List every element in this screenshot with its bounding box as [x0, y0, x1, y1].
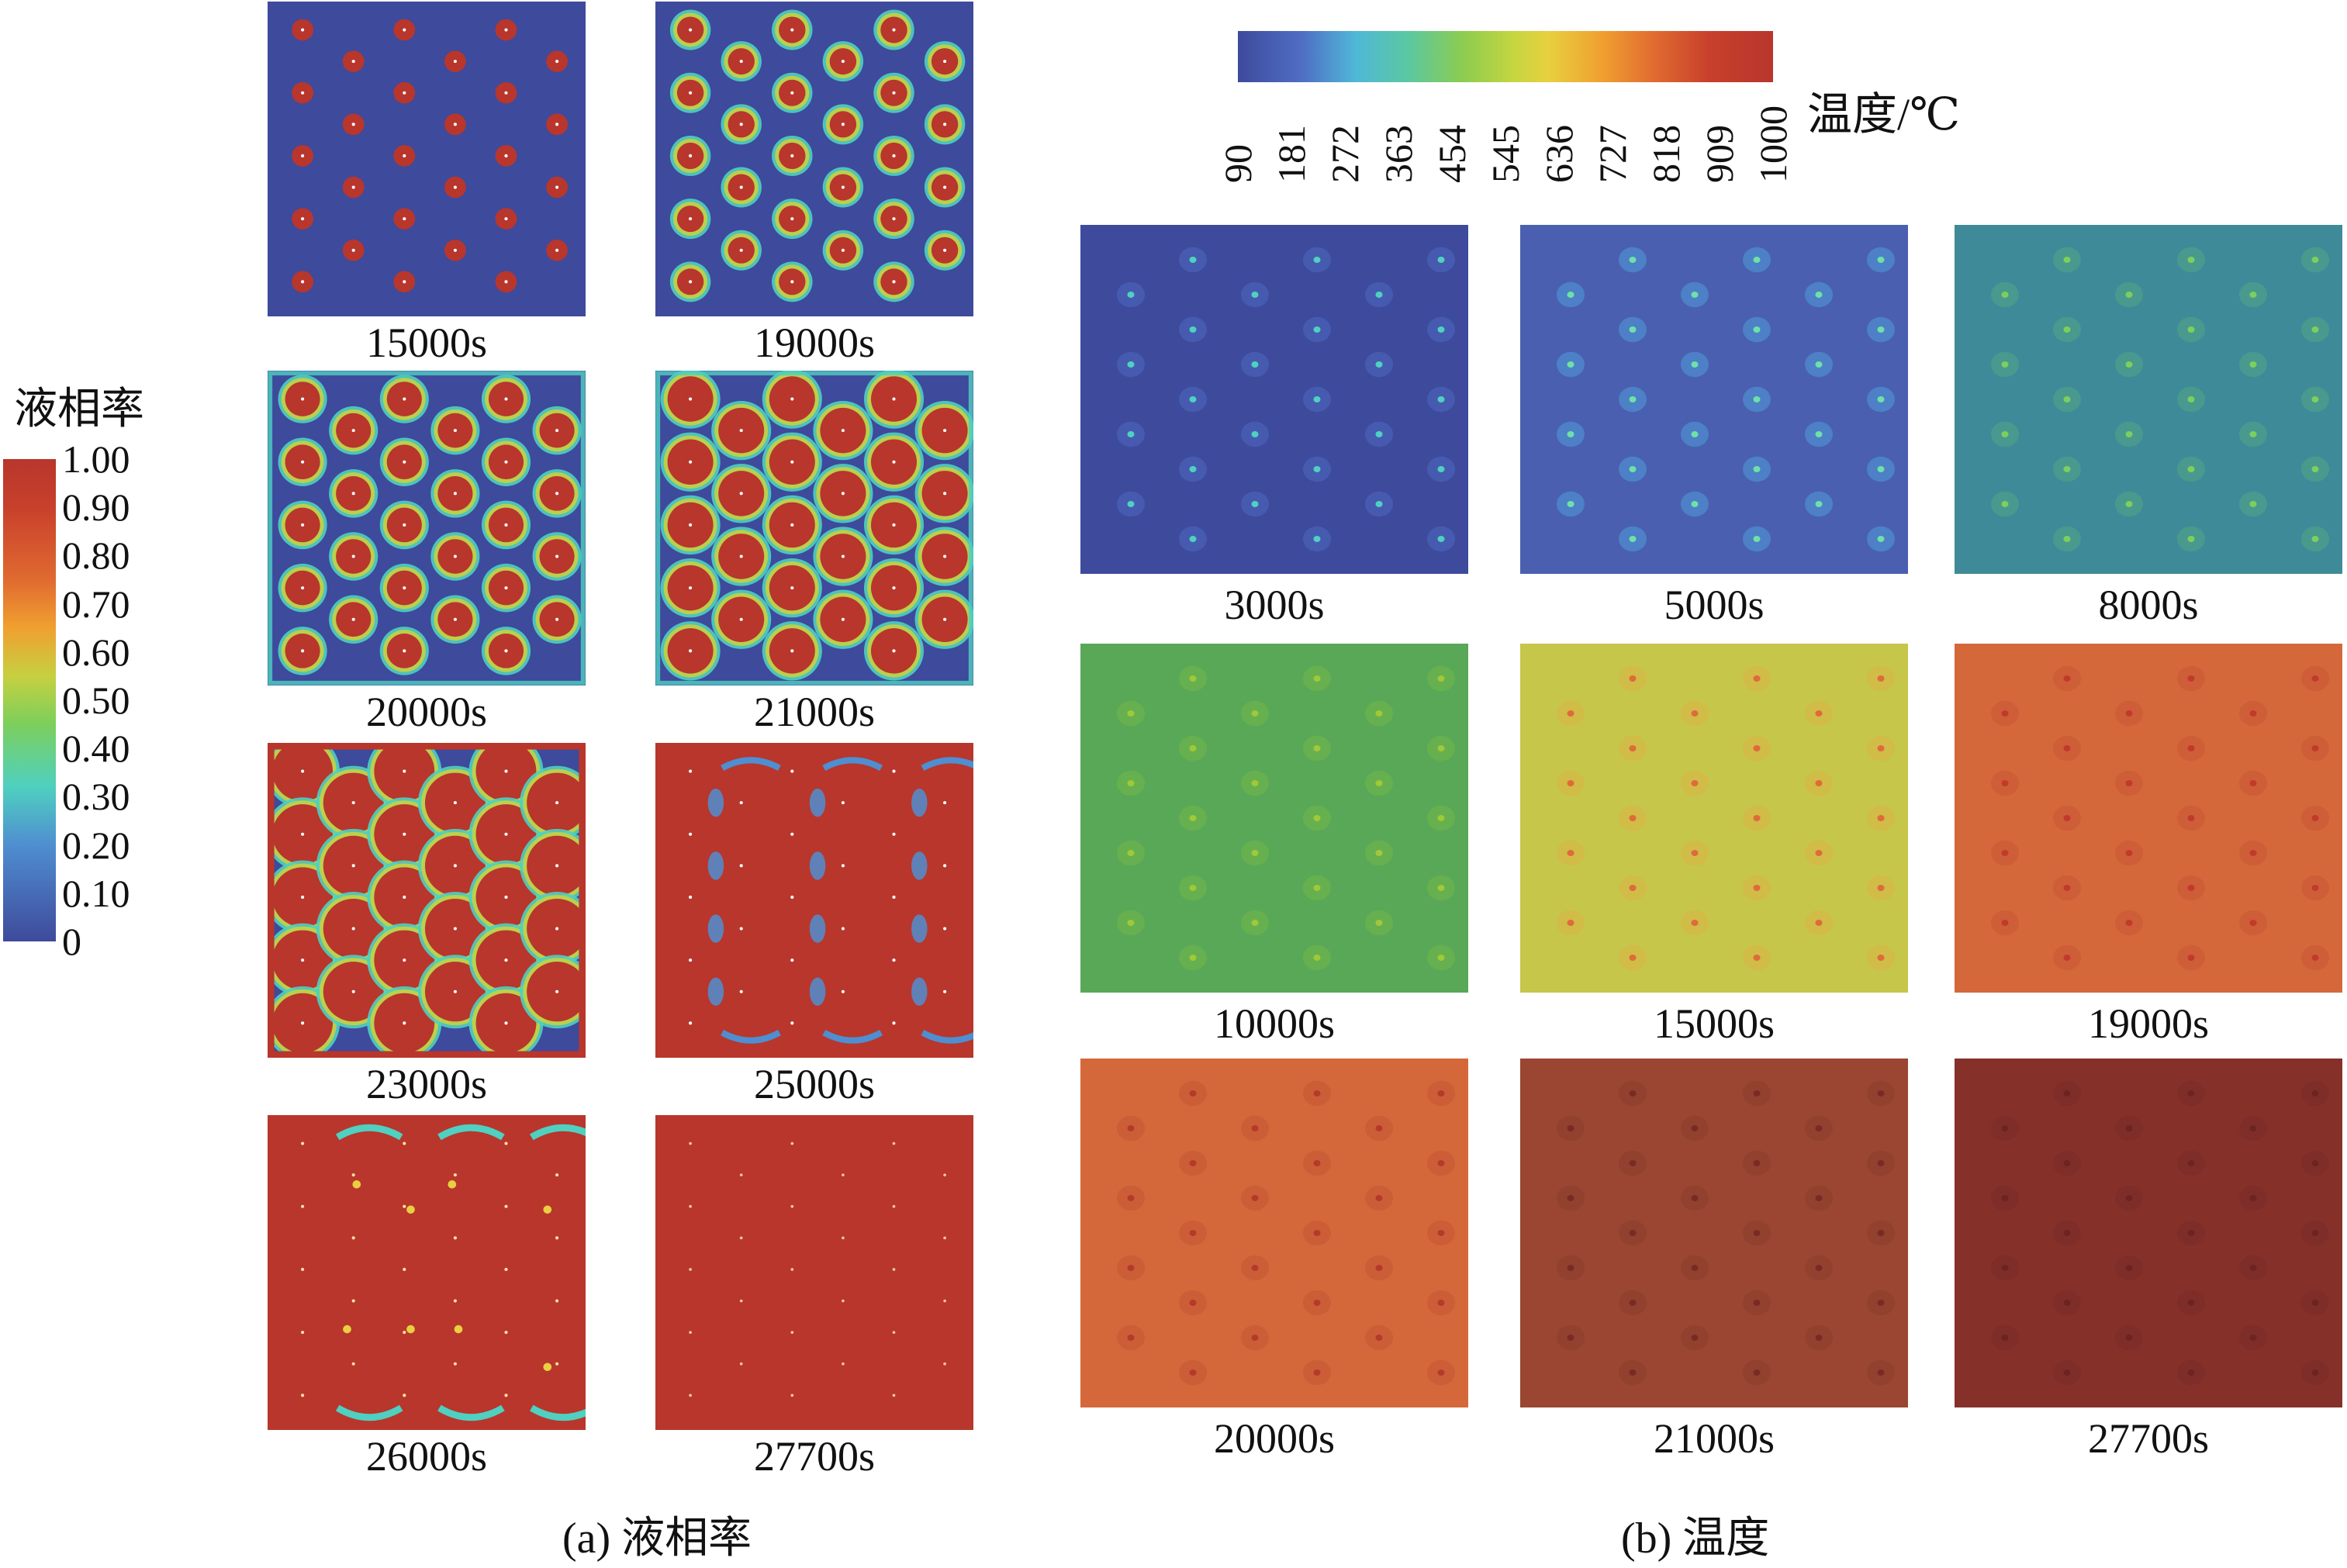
temperature-tick-label: 272 [1323, 125, 1367, 183]
temperature-tick-label: 181 [1270, 125, 1313, 183]
temperature-tick-label: 909 [1698, 125, 1741, 183]
temperature-panel [1955, 644, 2342, 993]
liquid-fraction-panel-time: 27700s [753, 1433, 875, 1480]
temperature-panel [1955, 1059, 2342, 1407]
liquid-fraction-tick-label: 0.70 [62, 582, 130, 626]
temperature-panel-time: 8000s [2098, 582, 2199, 628]
temperature-panel [1080, 644, 1468, 993]
temperature-tick-label: 636 [1537, 125, 1581, 183]
liquid-fraction-panel [655, 743, 973, 1058]
temperature-tick-label: 1000 [1751, 105, 1795, 183]
temperature-tick-label: 818 [1644, 125, 1688, 183]
liquid-fraction-tick-label: 0.60 [62, 630, 130, 674]
temperature-panel-time: 21000s [1653, 1415, 1775, 1462]
temperature-panel [1520, 225, 1908, 574]
temperature-tick-label: 454 [1430, 125, 1474, 183]
temperature-tick-label: 727 [1591, 125, 1634, 183]
liquid-fraction-tick-label: 0.20 [62, 823, 130, 867]
liquid-fraction-tick-label: 1.00 [62, 437, 130, 481]
temperature-panel-time: 19000s [2087, 1000, 2209, 1047]
liquid-fraction-tick-label: 0.90 [62, 485, 130, 530]
temperature-tick-label: 90 [1216, 144, 1260, 183]
temperature-panel-time: 15000s [1653, 1000, 1775, 1047]
liquid-fraction-tick-label: 0.40 [62, 727, 130, 771]
temperature-panel-time: 5000s [1664, 582, 1765, 628]
liquid-fraction-panel [655, 1115, 973, 1430]
liquid-fraction-colorbar [3, 459, 56, 941]
liquid-fraction-panel [268, 2, 586, 316]
liquid-fraction-panel [268, 371, 586, 686]
temperature-panel [1520, 1059, 1908, 1407]
liquid-fraction-panel-time: 25000s [753, 1061, 875, 1107]
temperature-panel-time: 27700s [2087, 1415, 2209, 1462]
liquid-fraction-panel [655, 371, 973, 686]
liquid-fraction-legend-title: 液相率 [14, 385, 144, 433]
temperature-colorbar [1238, 31, 1773, 82]
liquid-fraction-panel-time: 20000s [365, 689, 487, 735]
liquid-fraction-panel-time: 15000s [365, 319, 487, 366]
temperature-panel-time: 10000s [1213, 1000, 1335, 1047]
liquid-fraction-panel-time: 23000s [365, 1061, 487, 1107]
liquid-fraction-panel-time: 19000s [753, 319, 875, 366]
liquid-fraction-tick-label: 0.50 [62, 679, 130, 722]
temperature-panel [1080, 1059, 1468, 1407]
liquid-fraction-panel-time: 26000s [365, 1433, 487, 1480]
liquid-fraction-tick-label: 0 [62, 920, 81, 963]
liquid-fraction-panel-time: 21000s [753, 689, 875, 735]
temperature-panel [1955, 225, 2342, 574]
temperature-tick-label: 363 [1377, 125, 1420, 183]
liquid-fraction-panel [268, 743, 586, 1058]
liquid-fraction-tick-label: 0.30 [62, 775, 130, 819]
liquid-fraction-tick-label: 0.80 [62, 534, 130, 578]
temperature-panel-time: 3000s [1224, 582, 1325, 628]
temperature-panel [1080, 225, 1468, 574]
temperature-legend-title: 温度/℃ [1807, 89, 1960, 140]
temperature-panel [1520, 644, 1908, 993]
liquid-fraction-panel [268, 1115, 586, 1430]
liquid-fraction-tick-label: 0.10 [62, 871, 130, 915]
liquid-fraction-panel [655, 2, 973, 316]
temperature-tick-label: 545 [1484, 125, 1527, 183]
temperature-panel-time: 20000s [1213, 1415, 1335, 1462]
caption-a: (a) 液相率 [562, 1514, 752, 1563]
caption-b: (b) 温度 [1621, 1514, 1770, 1563]
